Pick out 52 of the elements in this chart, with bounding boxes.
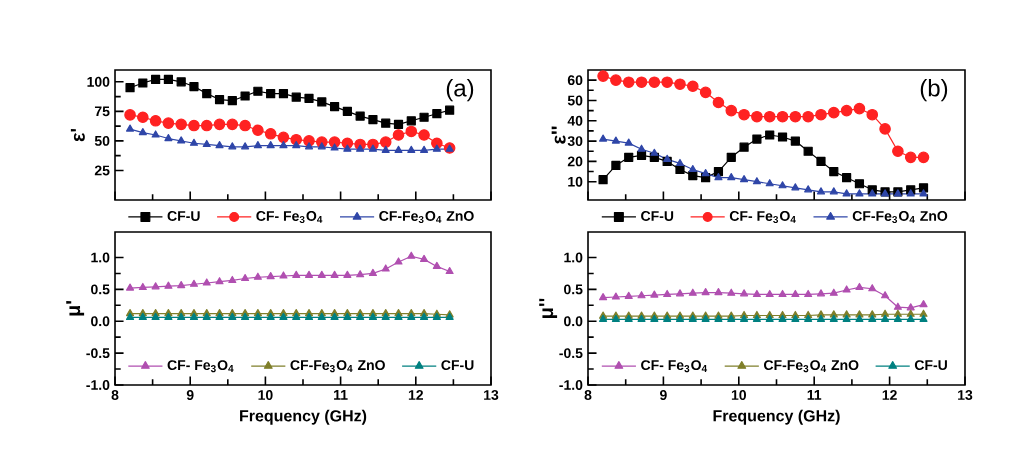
legend-label: CF-U — [167, 211, 200, 221]
x-tick-label: 11 — [807, 390, 822, 400]
y-axis-title: μ' — [66, 301, 85, 316]
y-tick-label: 100 — [87, 76, 110, 87]
y-tick-label: 0.5 — [564, 284, 583, 295]
x-tick-label: 9 — [659, 390, 667, 400]
legend-label: CF-U — [441, 360, 474, 371]
y-tick-label: 1.0 — [91, 252, 110, 263]
y-tick-label: 1.0 — [564, 252, 583, 263]
legend-label: CF-U — [641, 211, 674, 221]
x-tick-label: 8 — [584, 390, 592, 400]
y-tick-label: -1.0 — [86, 380, 110, 390]
x-axis-title: Frequency (GHz) — [713, 409, 840, 425]
y-tick-label: 60 — [567, 75, 583, 86]
y-axis-title: μ'' — [539, 298, 558, 318]
y-tick-label: 20 — [567, 156, 583, 167]
x-tick-label: 8 — [111, 390, 119, 400]
annotation: (a) — [446, 78, 474, 102]
legend-label: CF-Fe$_{3}$O$_{4}$ ZnO — [764, 360, 859, 373]
legend-label: CF-Fe$_{3}$O$_{4}$ ZnO — [379, 211, 474, 224]
legend-label: CF-U — [914, 360, 947, 371]
y-tick-label: 75 — [94, 106, 110, 117]
y-tick-label: 25 — [94, 165, 110, 176]
x-tick-label: 10 — [258, 390, 273, 400]
y-tick-label: 0.0 — [91, 316, 110, 327]
y-tick-label: 50 — [94, 135, 110, 146]
x-tick-label: 10 — [731, 390, 747, 400]
y-tick-label: 50 — [567, 95, 583, 106]
annotation: (b) — [920, 78, 948, 102]
y-axis-title: ε' — [70, 128, 85, 142]
legend-label: CF- Fe$_{3}$O$_{4}$ — [641, 360, 708, 373]
y-tick-label: 0.5 — [91, 284, 110, 295]
y-axis-title: ε'' — [551, 126, 566, 144]
x-tick-label: 9 — [186, 390, 194, 400]
legend-label: CF-Fe$_{3}$O$_{4}$ ZnO — [852, 211, 948, 224]
y-tick-label: -1.0 — [559, 380, 583, 390]
y-tick-label: 40 — [567, 115, 583, 126]
x-tick-label: 12 — [882, 390, 897, 400]
y-tick-label: -0.5 — [86, 348, 110, 359]
legend-label: CF-Fe$_{3}$O$_{4}$ ZnO — [290, 360, 385, 373]
x-tick-label: 13 — [484, 390, 499, 400]
y-tick-label: 0.0 — [564, 316, 583, 327]
x-axis-title: Frequency (GHz) — [240, 409, 367, 425]
x-tick-label: 13 — [958, 390, 973, 400]
x-tick-label: 12 — [408, 390, 424, 400]
y-tick-label: 30 — [567, 136, 583, 147]
legend-label: CF- Fe$_{3}$O$_{4}$ — [729, 211, 796, 224]
legend-label: CF- Fe$_{3}$O$_{4}$ — [167, 360, 234, 373]
y-tick-label: 10 — [568, 176, 583, 187]
legend-label: CF- Fe$_{3}$O$_{4}$ — [256, 211, 323, 224]
x-tick-label: 11 — [334, 390, 348, 400]
y-tick-label: -0.5 — [559, 348, 583, 359]
